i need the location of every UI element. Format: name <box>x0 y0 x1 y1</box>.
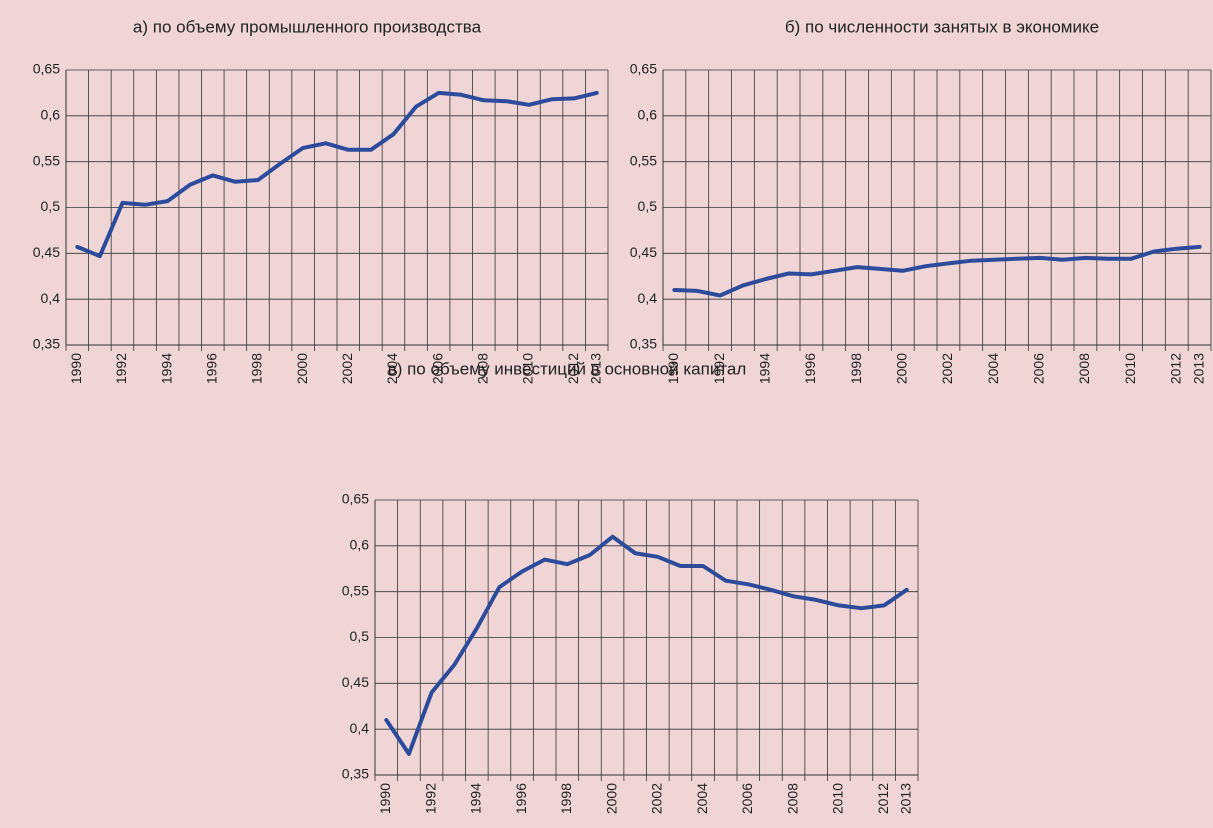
x-tick-label: 2002 <box>649 783 665 814</box>
x-tick-label: 2004 <box>694 783 710 814</box>
y-tick-label: 0,55 <box>33 152 60 168</box>
x-tick-label: 1996 <box>513 783 529 814</box>
y-tick-label: 0,4 <box>350 720 370 736</box>
chart-title: в) по объему инвестиций в основной капит… <box>388 359 747 378</box>
y-tick-label: 0,45 <box>33 244 60 260</box>
x-tick-label: 2002 <box>339 353 355 384</box>
y-tick-label: 0,4 <box>41 290 61 306</box>
x-tick-label: 2010 <box>830 783 846 814</box>
data-line <box>75 90 599 259</box>
y-tick-label: 0,35 <box>630 336 657 352</box>
x-tick-label: 2010 <box>1122 353 1138 384</box>
x-tick-label: 1998 <box>848 353 864 384</box>
x-tick-label: 2013 <box>1190 353 1206 384</box>
x-tick-label: 2000 <box>294 353 310 384</box>
x-tick-label: 1992 <box>711 353 727 384</box>
x-tick-label: 2012 <box>875 783 891 814</box>
x-tick-label: 1994 <box>468 783 484 814</box>
x-tick-label: 1990 <box>68 353 84 384</box>
y-tick-label: 0,65 <box>630 61 657 77</box>
x-tick-label: 2008 <box>1076 353 1092 384</box>
x-tick-label: 2008 <box>474 353 490 384</box>
y-tick-label: 0,65 <box>33 61 60 77</box>
y-tick-label: 0,6 <box>350 537 370 553</box>
x-tick-label: 1998 <box>249 353 265 384</box>
y-tick-label: 0,55 <box>630 152 657 168</box>
y-tick-label: 0,45 <box>342 674 369 690</box>
x-tick-label: 2000 <box>603 783 619 814</box>
chart-title: б) по численности занятых в экономике <box>785 17 1099 36</box>
x-tick-label: 2006 <box>739 783 755 814</box>
x-tick-label: 1994 <box>756 353 772 384</box>
x-tick-label: 2006 <box>429 353 445 384</box>
y-tick-label: 0,4 <box>638 290 658 306</box>
x-tick-label: 1998 <box>558 783 574 814</box>
x-tick-label: 2000 <box>893 353 909 384</box>
x-tick-label: 2002 <box>939 353 955 384</box>
x-tick-label: 1996 <box>802 353 818 384</box>
y-tick-label: 0,65 <box>342 491 369 507</box>
y-tick-label: 0,35 <box>33 336 60 352</box>
x-tick-label: 1996 <box>203 353 219 384</box>
x-tick-label: 1992 <box>422 783 438 814</box>
x-tick-label: 1994 <box>158 353 174 384</box>
data-line <box>672 244 1202 298</box>
y-tick-label: 0,5 <box>638 198 658 214</box>
data-line <box>384 534 909 756</box>
y-tick-label: 0,6 <box>638 107 658 123</box>
x-tick-label: 2013 <box>897 783 913 814</box>
y-tick-label: 0,5 <box>41 198 61 214</box>
x-tick-label: 1990 <box>665 353 681 384</box>
chart-title: а) по объему промышленного производства <box>133 17 482 36</box>
x-tick-label: 2010 <box>520 353 536 384</box>
x-tick-label: 2006 <box>1030 353 1046 384</box>
y-tick-label: 0,55 <box>342 582 369 598</box>
x-tick-label: 2004 <box>985 353 1001 384</box>
x-tick-label: 2012 <box>1167 353 1183 384</box>
x-tick-label: 1992 <box>113 353 129 384</box>
y-tick-label: 0,45 <box>630 244 657 260</box>
y-tick-label: 0,6 <box>41 107 61 123</box>
x-tick-label: 2004 <box>384 353 400 384</box>
x-tick-label: 2008 <box>784 783 800 814</box>
x-tick-label: 2012 <box>565 353 581 384</box>
y-tick-label: 0,5 <box>350 628 370 644</box>
x-tick-label: 2013 <box>587 353 603 384</box>
y-tick-label: 0,35 <box>342 766 369 782</box>
x-tick-label: 1990 <box>377 783 393 814</box>
